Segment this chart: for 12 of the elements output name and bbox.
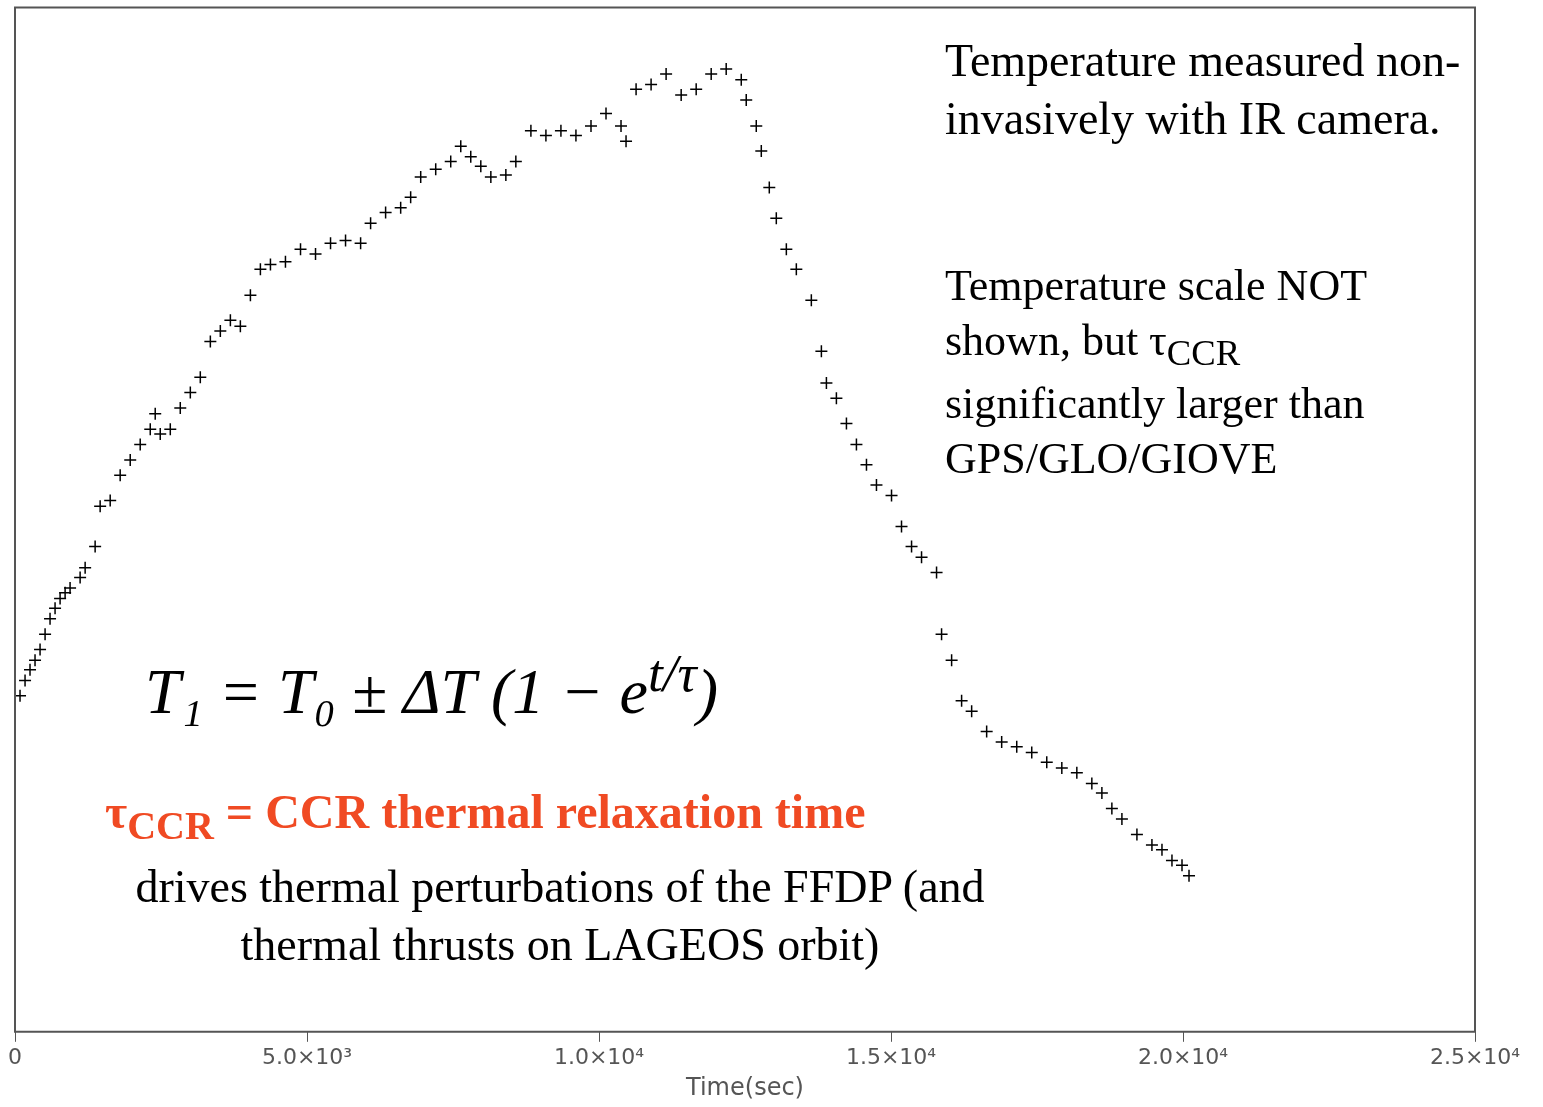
x-tick-label: 5.0×10³	[261, 1043, 353, 1069]
annotation: Temperature measured non-invasively with IR camera.	[945, 34, 1462, 146]
x-tick-label: 2.0×10⁴	[1137, 1043, 1229, 1069]
x-tick-label: 1.5×10⁴	[845, 1043, 937, 1069]
x-tick-label: 1.0×10⁴	[553, 1043, 645, 1069]
x-axis-title: Time(sec)	[685, 1072, 804, 1101]
annotation: τ$_{CCR}$ = CCR thermal relaxation time	[105, 784, 866, 850]
x-tick-label: 2.5×10⁴	[1429, 1043, 1521, 1069]
annotation: T₁ = T₀ ± ΔT (1 − e$^{t/τ}$)	[145, 642, 718, 730]
x-tick-label: 0	[8, 1043, 22, 1069]
annotation: Temperature scale NOT shown, but τ$_{CCR}$ significantly larger than GPS/GLO/GIOVE	[945, 260, 1368, 485]
annotation: drives thermal perturbations of the FFDP (and thermal thrusts on LAGEOS orbit)	[134, 860, 986, 972]
